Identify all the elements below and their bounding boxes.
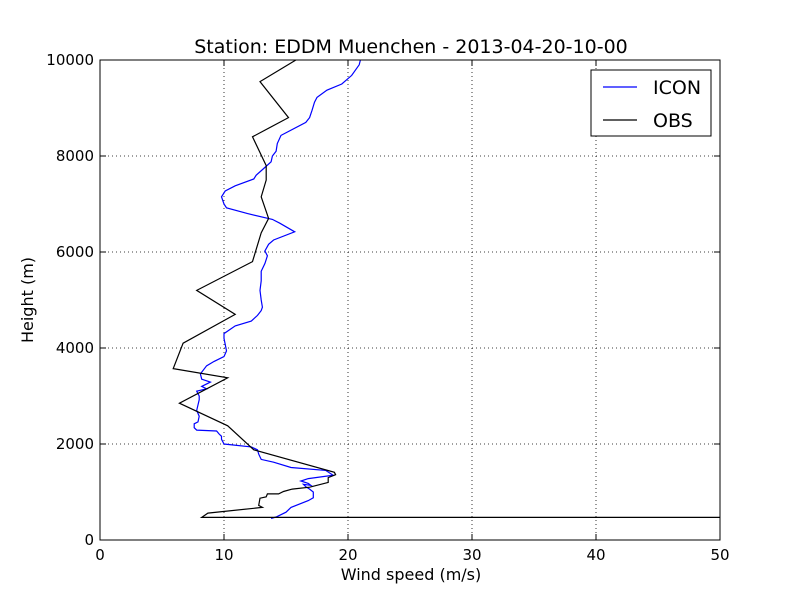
x-tick-label: 10 xyxy=(214,546,233,564)
chart-title: Station: EDDM Muenchen - 2013-04-20-10-0… xyxy=(194,36,628,58)
legend-label-obs: OBS xyxy=(653,110,693,132)
legend-box xyxy=(590,69,712,137)
x-tick-label: 20 xyxy=(338,546,357,564)
y-tick-label: 10000 xyxy=(46,51,94,69)
y-tick-label: 2000 xyxy=(56,435,94,453)
axis-ticks: 0 10 20 30 40 50 0 2000 4000 6000 8000 10000 xyxy=(46,51,729,564)
y-tick-label: 0 xyxy=(84,531,94,549)
y-tick-label: 6000 xyxy=(56,243,94,261)
x-axis-label: Wind speed (m/s) xyxy=(341,565,482,584)
x-tick-label: 0 xyxy=(95,546,105,564)
x-tick-label: 50 xyxy=(710,546,729,564)
legend: ICON OBS xyxy=(590,69,712,137)
legend-label-icon: ICON xyxy=(653,77,701,99)
y-axis-label: Height (m) xyxy=(18,257,37,343)
x-tick-label: 30 xyxy=(462,546,481,564)
y-tick-label: 8000 xyxy=(56,147,94,165)
x-tick-label: 40 xyxy=(586,546,605,564)
grid-lines xyxy=(100,60,720,540)
plot-series xyxy=(172,59,720,519)
plot-frame xyxy=(99,59,721,541)
y-tick-label: 4000 xyxy=(56,339,94,357)
series-line-icon xyxy=(193,59,361,519)
series-line-obs xyxy=(172,59,720,519)
